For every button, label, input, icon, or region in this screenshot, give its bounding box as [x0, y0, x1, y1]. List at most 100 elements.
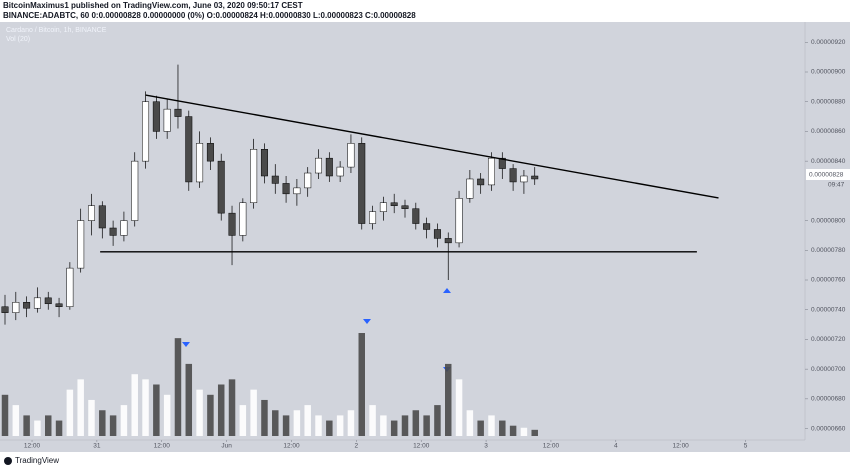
volume-bar — [434, 405, 441, 436]
x-tick-label: 12:00 — [24, 443, 41, 450]
volume-bar — [131, 374, 138, 436]
candle-body — [282, 183, 290, 195]
last-price-label: 0.00000828 — [809, 172, 844, 179]
candle-body — [325, 157, 333, 177]
chart-title: Cardano / Bitcoin, 1h, BINANCE — [6, 27, 107, 34]
volume-bar — [55, 420, 63, 436]
volume-bar — [358, 333, 365, 436]
trendline — [145, 94, 719, 199]
volume-bar — [66, 389, 74, 436]
y-tick-label: 0.00000740 — [811, 306, 846, 313]
candle-body — [185, 116, 193, 183]
x-tick-label: 12:00 — [413, 443, 430, 450]
footer-brand: TradingView — [15, 456, 59, 465]
candle-body — [23, 302, 31, 309]
volume-bar — [272, 410, 279, 436]
candle-body — [87, 205, 95, 221]
candle-body — [379, 202, 387, 212]
y-tick-label: 0.00000840 — [811, 158, 846, 165]
candle-body — [120, 220, 128, 236]
volume-bar — [423, 415, 430, 436]
candle-body — [77, 220, 85, 269]
volume-bar — [488, 415, 495, 436]
y-tick-label: 0.00000860 — [811, 128, 846, 135]
volume-bar — [380, 415, 387, 436]
marker — [363, 319, 371, 324]
candle-body — [131, 160, 139, 221]
x-tick-label: Jun — [221, 443, 232, 450]
candle-body — [444, 238, 452, 244]
y-tick-label: 0.00000900 — [811, 69, 846, 76]
volume-bar — [401, 415, 409, 436]
x-tick-label: 31 — [93, 443, 101, 450]
y-tick-label: 0.00000720 — [811, 336, 846, 343]
candle-body — [293, 187, 301, 195]
volume-bar — [1, 394, 9, 436]
candle-body — [498, 157, 506, 169]
volume-bar — [217, 384, 225, 436]
candle-body — [228, 212, 236, 236]
y-tick-label: 0.00000660 — [811, 425, 846, 432]
y-tick-label: 0.00000760 — [811, 277, 846, 284]
candle-body — [466, 178, 474, 199]
marker — [443, 288, 451, 293]
y-tick-label: 0.00000920 — [811, 39, 846, 46]
candle-body — [347, 143, 355, 168]
volume-bar — [142, 379, 149, 436]
volume-bar — [390, 420, 398, 436]
volume-bar — [88, 399, 95, 436]
volume-bar — [336, 415, 344, 436]
y-tick-label: 0.00000880 — [811, 98, 846, 105]
volume-bar — [347, 410, 355, 436]
volume-bar — [45, 415, 52, 436]
x-tick-label: 2 — [355, 443, 359, 450]
marker — [182, 342, 190, 347]
volume-bar — [520, 427, 528, 436]
volume-bar — [412, 410, 420, 436]
volume-bar — [531, 429, 538, 436]
volume-bar — [326, 420, 333, 436]
x-tick-label: 3 — [484, 443, 488, 450]
volume-bar — [445, 363, 452, 436]
footer-background — [0, 452, 850, 469]
volume-bar — [499, 420, 506, 436]
volume-bar — [228, 379, 236, 436]
x-tick-label: 4 — [614, 443, 618, 450]
volume-bar — [282, 415, 290, 436]
volume-bar — [174, 338, 182, 436]
header-line: BINANCE:ADABTC, 60 0:0.00000828 0.000000… — [3, 11, 416, 20]
candle-body — [33, 297, 41, 309]
candle-body — [142, 101, 150, 162]
candle-body — [109, 227, 117, 236]
volume-bar — [250, 389, 257, 436]
candle-body — [12, 302, 20, 313]
candle-body — [455, 198, 463, 244]
volume-bar — [77, 379, 84, 436]
volume-bar — [23, 415, 30, 436]
price-label-box — [806, 169, 850, 180]
volume-bar — [99, 410, 106, 436]
volume-bar — [196, 389, 203, 436]
countdown: 09:47 — [828, 182, 845, 189]
volume-bar — [304, 405, 311, 436]
logo — [4, 457, 12, 465]
candle-body — [487, 157, 495, 186]
x-tick-label: 12:00 — [543, 443, 560, 450]
volume-bar — [369, 405, 376, 436]
candle-body — [369, 211, 377, 224]
candle-body — [98, 205, 106, 229]
x-tick-label: 12:00 — [154, 443, 171, 450]
volume-bar — [315, 415, 322, 436]
y-tick-label: 0.00000700 — [811, 366, 846, 373]
candle-body — [315, 157, 323, 174]
candle-body — [401, 205, 409, 209]
volume-bar — [239, 405, 247, 436]
candle-body — [358, 143, 366, 224]
candle-body — [217, 160, 225, 214]
time-axis — [0, 440, 850, 452]
volume-bar — [293, 410, 301, 436]
x-tick-label: 5 — [744, 443, 748, 450]
volume-bar — [34, 420, 41, 436]
header-line: BitcoinMaximus1 published on TradingView… — [3, 1, 303, 10]
